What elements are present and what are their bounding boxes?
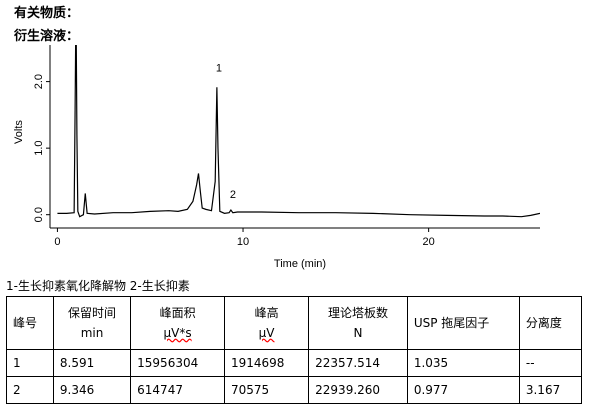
peak-label: 2 — [230, 189, 236, 201]
trace — [57, 45, 540, 218]
header-cell: USP 拖尾因子 — [406, 296, 520, 350]
x-tick-label: 20 — [423, 236, 435, 248]
header-text: N — [353, 326, 363, 340]
header-text: 理论塔板数 — [327, 306, 388, 320]
header-cell: 峰面积 µV*s — [130, 296, 225, 350]
x-tick-label: 10 — [237, 236, 249, 248]
header-line: 有关物质： — [14, 6, 80, 21]
chart: Volts Time (min) 0 10 20 0.0 1.0 2.0 1 2 — [13, 45, 540, 270]
header-cell: 理论塔板数 N — [308, 296, 408, 350]
cell: 22939.260 — [308, 376, 408, 404]
row: 2 9.346 614747 70575 22939.260 0.977 3.167 — [6, 376, 583, 404]
y-tick-label: 1.0 — [33, 140, 45, 155]
row: 1 8.591 15956304 1914698 22357.514 1.035 -- — [6, 349, 583, 377]
results-table: 峰号 保留时间 min 峰面积 µV*s 峰高 µV 理论塔板数 N USP 拖尾因子 分离度 1 8.… — [6, 296, 583, 404]
peak-label: 1 — [216, 63, 222, 75]
cell: 8.591 — [52, 349, 132, 377]
cell: 1 — [6, 349, 54, 377]
cell: -- — [518, 349, 583, 377]
header-text: min — [80, 326, 104, 340]
header-cell: 分离度 — [518, 296, 583, 350]
y-tick-label: 2.0 — [33, 74, 45, 89]
header-text: 峰面积 — [159, 306, 196, 320]
header-text: USP 拖尾因子 — [413, 316, 490, 330]
cell: 15956304 — [130, 349, 225, 377]
cell: 0.977 — [406, 376, 520, 404]
y-label: Volts — [13, 120, 25, 144]
cell: 70575 — [223, 376, 310, 404]
header-text: 峰号 — [13, 316, 38, 330]
cell: 3.167 — [518, 376, 583, 404]
cell: 1.035 — [406, 349, 520, 377]
x-tick-label: 0 — [54, 236, 60, 248]
header-cell: 保留时间 min — [52, 296, 132, 350]
header-cell: 峰号 — [6, 296, 54, 350]
cell: 2 — [6, 376, 54, 404]
header-text: µV*s — [163, 326, 192, 340]
header-cell: 峰高 µV — [223, 296, 310, 350]
header-text: 保留时间 — [68, 306, 117, 320]
cell: 614747 — [130, 376, 225, 404]
header-text: 分离度 — [525, 316, 562, 330]
caption: 1-生长抑素氧化降解物 2-生长抑素 — [6, 279, 190, 293]
cell: 9.346 — [52, 376, 132, 404]
header-line: 衍生溶液： — [14, 29, 80, 44]
x-label: Time (min) — [274, 258, 326, 270]
header-text: µV — [258, 326, 275, 340]
header-text: 峰高 — [254, 306, 279, 320]
cell: 1914698 — [223, 349, 310, 377]
cell: 22357.514 — [308, 349, 408, 377]
y-tick-label: 0.0 — [33, 207, 45, 222]
